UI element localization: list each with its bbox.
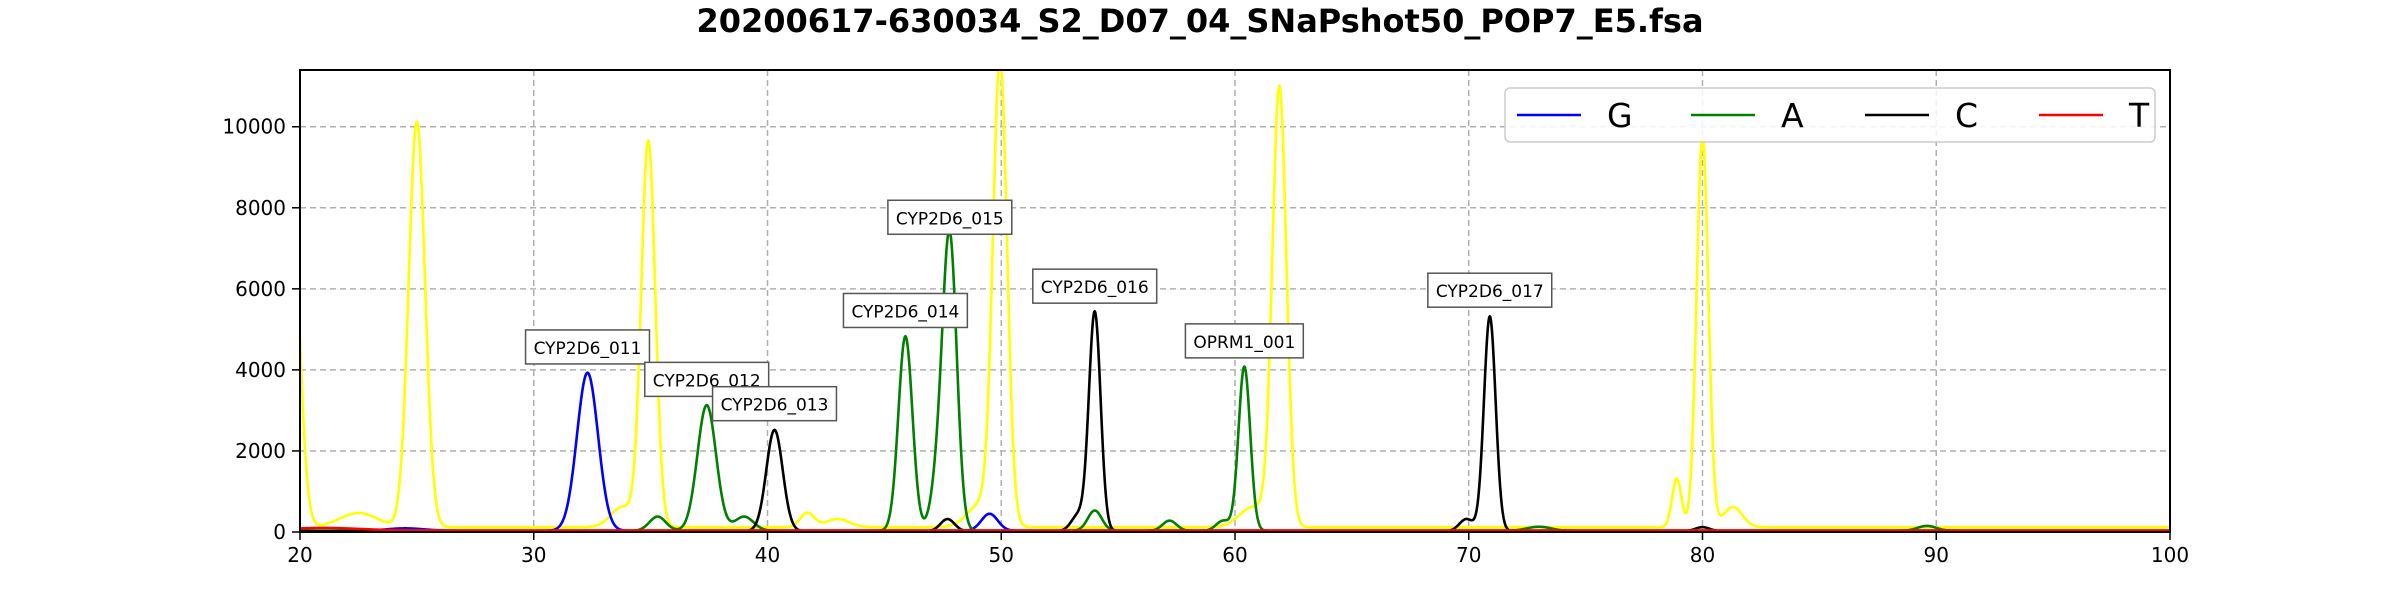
peak-annotation-label: CYP2D6_015 <box>896 209 1004 229</box>
peak-annotation-box <box>1427 272 1553 308</box>
chart-title: 20200617-630034_S2_D07_04_SNaPshot50_POP… <box>696 2 1704 40</box>
x-tick-label: 40 <box>755 543 780 567</box>
peak-annotation-label: CYP2D6_011 <box>534 339 642 359</box>
peak-annotation: CYP2D6_013 <box>711 385 838 422</box>
legend-entry: G <box>1517 96 1633 135</box>
series-line-t <box>299 526 2171 532</box>
peak-annotation-box <box>887 199 1013 236</box>
x-tick-label: 30 <box>521 543 546 567</box>
x-tick-label: 90 <box>1924 543 1949 567</box>
peak-annotation-label: CYP2D6_013 <box>721 396 829 416</box>
peak-annotation: CYP2D6_011 <box>524 329 651 365</box>
peak-annotation-label: CYP2D6_017 <box>1436 282 1544 302</box>
axis-ticks: 20 30 40 50 60 70 80 90 100 0 2000 4000 6000 8000 1000… <box>222 115 2189 567</box>
x-tick-label: 80 <box>1690 543 1715 567</box>
legend-entry: A <box>1691 96 1804 135</box>
peak-annotation-label: CYP2D6_016 <box>1041 278 1149 298</box>
legend-label: T <box>2128 96 2150 135</box>
peak-annotation-label: OPRM1_001 <box>1193 333 1295 353</box>
y-tick-label: 0 <box>273 520 286 544</box>
peak-annotation-box <box>1184 323 1305 359</box>
x-tick-label: 70 <box>1456 543 1481 567</box>
peak-annotation: CYP2D6_017 <box>1427 272 1553 308</box>
y-tick-label: 8000 <box>235 196 286 220</box>
x-tick-label: 50 <box>989 543 1014 567</box>
peak-annotation-label: CYP2D6_014 <box>851 302 959 322</box>
x-tick-label: 60 <box>1222 543 1247 567</box>
peak-annotation: CYP2D6_016 <box>1032 268 1158 304</box>
legend-label: C <box>1955 96 1978 135</box>
x-tick-label: 20 <box>287 543 312 567</box>
y-tick-label: 4000 <box>235 358 286 382</box>
peak-annotation-box <box>1032 268 1158 304</box>
legend-entry: C <box>1865 96 1978 135</box>
peak-annotation: CYP2D6_014 <box>842 292 969 329</box>
grid <box>300 70 2170 532</box>
legend-box <box>1504 87 2156 143</box>
legend-entry: T <box>2039 96 2150 135</box>
peak-annotation-box <box>711 385 838 422</box>
y-tick-label: 6000 <box>235 277 286 301</box>
y-tick-label: 10000 <box>222 115 286 139</box>
peak-annotation: OPRM1_001 <box>1184 323 1305 359</box>
series-line-size-standard <box>298 68 2171 529</box>
peak-annotation-box <box>524 329 651 365</box>
peak-annotations: CYP2D6_011CYP2D6_012CYP2D6_013CYP2D6_014… <box>524 199 1553 422</box>
x-tick-label: 100 <box>2151 543 2189 567</box>
y-tick-label: 2000 <box>235 439 286 463</box>
legend-label: A <box>1781 96 1804 135</box>
peak-annotation-box <box>842 292 969 329</box>
peak-annotation: CYP2D6_015 <box>887 199 1013 236</box>
legend-label: G <box>1607 96 1633 135</box>
